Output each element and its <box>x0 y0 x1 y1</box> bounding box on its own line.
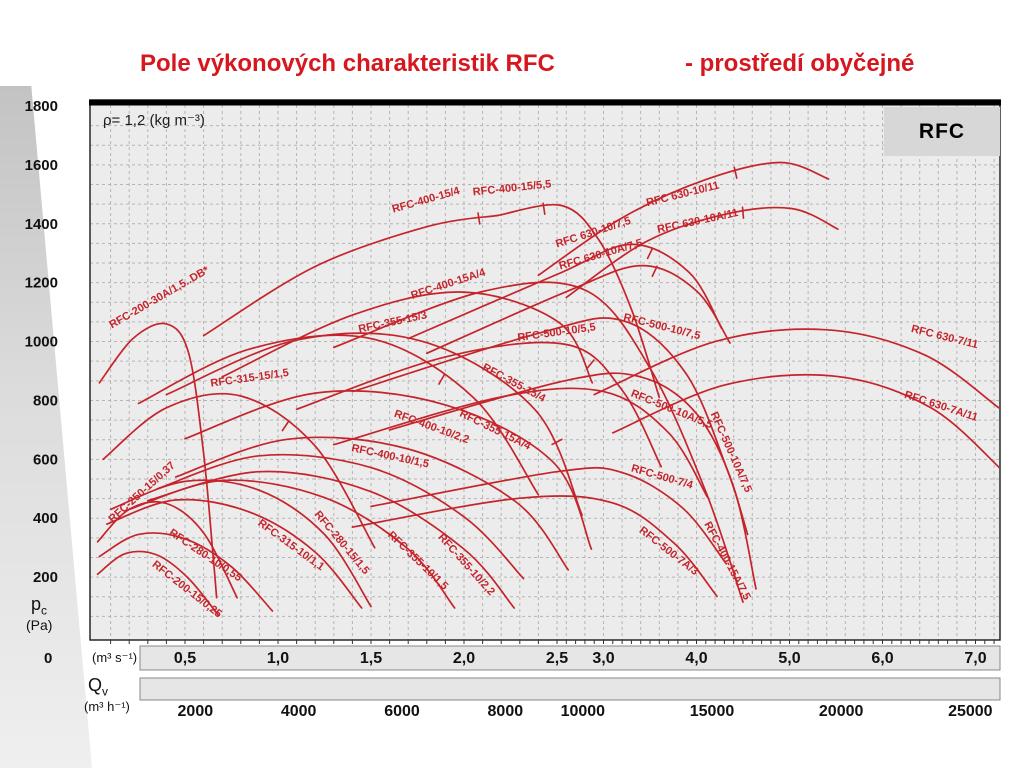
flow-symbol: Q <box>88 675 103 695</box>
air-density-note: ρ= 1,2 (kg m⁻³) <box>103 112 205 129</box>
page-title: Pole výkonových charakteristik RFC <box>140 50 555 77</box>
fan-curve <box>425 264 731 355</box>
fan-curve <box>407 243 723 340</box>
pressure-tick-label: 1400 <box>25 216 58 233</box>
flow-m3s-tick-labels: 0,5 1,0 1,5 2,0 2,5 3,0 4,0 5,0 6,0 7,0 <box>174 650 987 667</box>
curve-segment-tick <box>551 438 563 446</box>
flow-m3s-tick-label: 5,0 <box>778 650 800 667</box>
flow-m3s-tick-label: 7,0 <box>964 650 986 667</box>
pressure-axis-unit: (Pa) <box>26 617 53 633</box>
flow-m3h-tick-label: 25000 <box>948 703 993 720</box>
curve-segment-tick <box>586 359 595 370</box>
curve-segment-tick <box>477 212 481 225</box>
pressure-symbol-sub: c <box>41 603 48 618</box>
fan-curve <box>537 161 830 277</box>
flow-m3s-tick-label: 4,0 <box>685 650 707 667</box>
pressure-tick-label: 1600 <box>25 157 58 174</box>
pressure-tick-labels: 1800 1600 1400 1200 1000 800 600 400 200 <box>25 98 58 586</box>
flow-axis-symbol: Qv <box>88 675 108 699</box>
curve-segment-tick <box>651 265 658 278</box>
flow-symbol-sub: v <box>102 684 109 699</box>
fan-curve <box>332 387 709 499</box>
fan-curve <box>221 291 594 384</box>
flow-m3h-tick-label: 6000 <box>384 703 420 720</box>
fan-curve <box>565 206 839 299</box>
curve-segment-tick <box>733 166 738 179</box>
flow-m3s-tick-label: 0,5 <box>174 650 196 667</box>
flow-m3s-unit: (m³ s⁻¹) <box>92 650 138 665</box>
fan-curve <box>611 373 999 469</box>
pressure-tick-label: 1800 <box>25 98 58 115</box>
grid <box>90 105 1000 640</box>
flow-m3h-tick-label: 8000 <box>488 703 524 720</box>
fan-curve <box>295 341 663 468</box>
curve-segment-tick <box>741 206 745 219</box>
fan-curve <box>102 392 376 549</box>
flow-m3s-tick-label: 2,0 <box>453 650 475 667</box>
flow-m3h-tick-label: 4000 <box>281 703 317 720</box>
pressure-symbol: p <box>31 594 42 614</box>
curve-segment-tick <box>542 202 546 216</box>
flow-m3h-tick-label: 15000 <box>690 703 735 720</box>
fan-curve <box>370 466 728 565</box>
flow-m3s-tick-label: 1,0 <box>267 650 289 667</box>
pressure-tick-label: 1000 <box>25 334 58 351</box>
fan-curve <box>496 203 661 399</box>
pressure-tick-label: 600 <box>33 451 58 468</box>
fan-curve <box>98 322 218 599</box>
curve-segment-tick <box>646 247 654 260</box>
fan-curves <box>96 161 999 617</box>
flow-m3h-band <box>139 677 1001 701</box>
pressure-axis-symbol: pc <box>31 594 47 618</box>
fan-curve <box>96 550 220 617</box>
flow-m3s-tick-label: 2,5 <box>546 650 568 667</box>
flow-m3h-unit: (m³ h⁻¹) <box>84 699 130 714</box>
flow-m3h-tick-label: 10000 <box>561 703 606 720</box>
plot-background <box>90 100 1000 640</box>
flow-m3s-tick-label: 3,0 <box>592 650 614 667</box>
pressure-tick-label: 400 <box>33 510 58 527</box>
flow-m3s-tick-label: 6,0 <box>871 650 893 667</box>
curve-segment-tick <box>438 373 446 385</box>
fan-curve <box>96 501 238 599</box>
fan-curve <box>332 281 744 603</box>
flow-m3h-tick-label: 20000 <box>819 703 864 720</box>
curve-segment-tick <box>281 420 290 432</box>
flow-m3s-band <box>139 645 1001 671</box>
fan-curve <box>351 495 718 598</box>
fan-curve <box>202 214 499 337</box>
fan-curve <box>184 390 593 550</box>
pressure-tick-label: 1200 <box>25 275 58 292</box>
flow-m3h-tick-labels: 2000 4000 6000 8000 10000 15000 20000 25000 <box>178 703 993 720</box>
fan-curve <box>165 332 583 517</box>
fan-curve <box>156 453 525 580</box>
fan-curve <box>98 532 274 612</box>
page-title-suffix: - prostředí obyčejné <box>685 50 915 77</box>
fan-curve <box>146 470 516 609</box>
pressure-tick-label: 800 <box>33 392 58 409</box>
rfc-series-badge: RFC <box>884 107 1000 156</box>
pressure-axis-zero: 0 <box>44 650 53 667</box>
flow-m3h-tick-label: 2000 <box>178 703 214 720</box>
fan-curve <box>593 328 999 409</box>
flow-m3s-tick-label: 1,5 <box>360 650 382 667</box>
fan-curve <box>106 498 363 609</box>
fan-curve <box>388 372 757 590</box>
pressure-tick-label: 200 <box>33 569 58 586</box>
fan-curve <box>174 436 570 571</box>
